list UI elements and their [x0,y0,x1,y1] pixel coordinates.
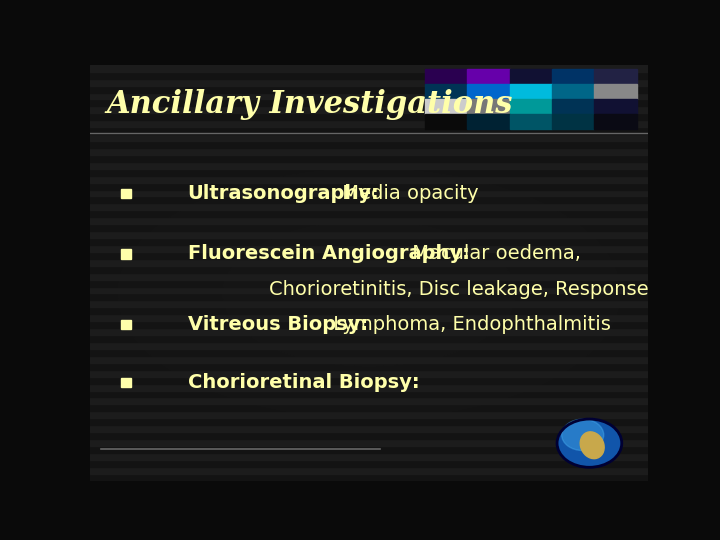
Bar [90,300,648,307]
Bar [90,169,648,176]
Bar [90,425,648,432]
Bar [90,453,648,460]
Bar [90,245,648,252]
Bar [90,217,648,224]
Bar [90,467,648,474]
Bar [90,141,648,148]
Bar [90,287,648,294]
Bar [90,383,648,390]
Bar [121,379,131,388]
Bar [90,106,648,113]
Bar [90,432,648,439]
Bar [121,320,131,329]
Bar [552,114,595,129]
Bar [90,294,648,300]
Text: Chorioretinitis, Disc leakage, Response: Chorioretinitis, Disc leakage, Response [269,280,648,299]
Bar [90,418,648,425]
Bar [90,183,648,190]
Bar [552,99,595,114]
Bar [90,273,648,280]
Bar [90,197,648,204]
Bar [90,176,648,183]
Bar [90,390,648,397]
Bar [90,404,648,411]
Bar [90,439,648,446]
Bar [425,99,467,114]
Ellipse shape [118,168,620,418]
Bar [90,113,648,120]
Bar [90,79,648,85]
Text: Ultrasonography:: Ultrasonography: [188,184,379,203]
Bar [90,321,648,328]
Bar [90,280,648,287]
Text: Ancillary Investigations: Ancillary Investigations [107,89,513,120]
Bar [90,238,648,245]
Bar [90,231,648,238]
Ellipse shape [580,432,604,458]
Bar [425,84,467,99]
Bar [90,162,648,168]
Bar [467,84,510,99]
Bar [90,474,648,481]
Bar [425,69,467,84]
Bar [90,335,648,342]
Bar [90,328,648,335]
Bar [90,85,648,92]
Text: Media opacity: Media opacity [336,184,479,203]
Bar [90,204,648,210]
Bar [90,211,648,217]
Bar [90,377,648,383]
Bar [90,314,648,321]
Text: Vitreous Biopsy:: Vitreous Biopsy: [188,315,368,334]
Bar [90,148,648,155]
Bar [90,252,648,259]
Bar [90,356,648,363]
Text: Lymphoma, Endophthalmitis: Lymphoma, Endophthalmitis [328,315,611,334]
Bar [90,134,648,141]
Circle shape [559,420,620,466]
Bar [425,114,467,129]
Bar [90,127,648,134]
Bar [90,190,648,197]
Bar [90,266,648,273]
Text: Fluorescein Angiography:: Fluorescein Angiography: [188,245,469,264]
Bar [121,249,131,259]
Circle shape [562,419,604,450]
Bar [90,446,648,453]
Bar [90,342,648,349]
Bar [552,84,595,99]
Bar [90,259,648,266]
Bar [90,120,648,127]
Text: Chorioretinal Biopsy:: Chorioretinal Biopsy: [188,373,419,393]
Bar [595,99,637,114]
Bar [90,370,648,377]
Bar [90,99,648,106]
Bar [510,69,552,84]
Bar [90,224,648,231]
Bar [90,72,648,79]
Bar [90,460,648,467]
Bar [510,84,552,99]
Bar [595,69,637,84]
Bar [510,114,552,129]
Bar [467,99,510,114]
Bar [90,155,648,162]
Bar [90,65,648,72]
Bar [595,84,637,99]
Bar [90,349,648,356]
Bar [90,363,648,370]
Bar [467,69,510,84]
Bar [595,114,637,129]
Bar [90,411,648,418]
Bar [121,189,131,198]
Bar [90,307,648,314]
Circle shape [557,419,622,467]
Bar [510,99,552,114]
Ellipse shape [222,221,516,366]
Bar [467,114,510,129]
Text: Macular oedema,: Macular oedema, [406,245,581,264]
Bar [90,92,648,99]
Bar [552,69,595,84]
Bar [90,397,648,404]
